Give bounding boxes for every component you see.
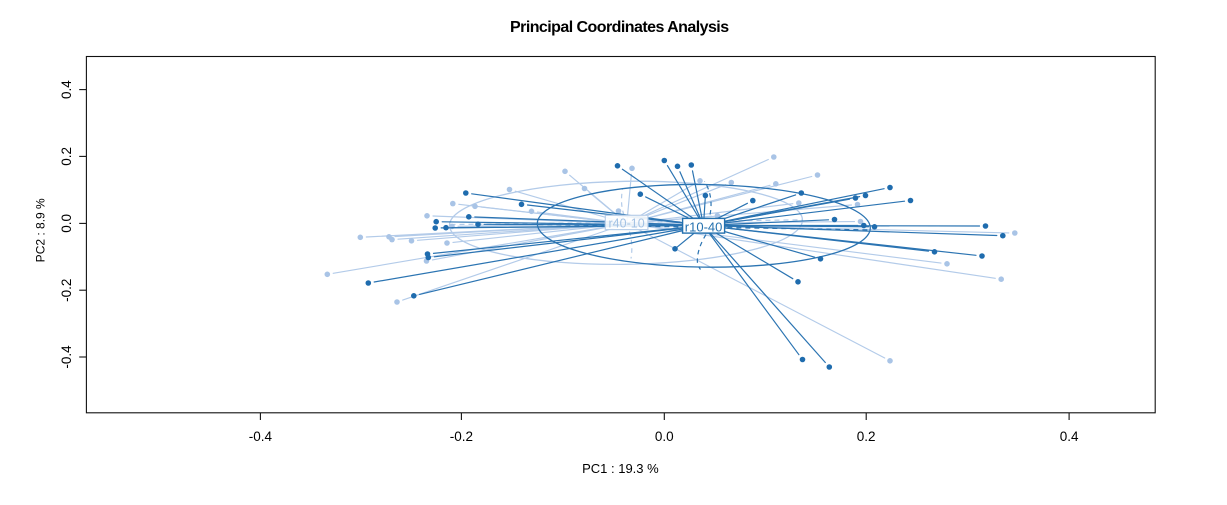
svg-text:r10-40: r10-40 [685,220,723,235]
svg-text:-0.2: -0.2 [59,279,74,302]
svg-text:0.2: 0.2 [59,147,74,166]
svg-text:0.4: 0.4 [1060,429,1079,444]
svg-text:0.2: 0.2 [857,429,876,444]
svg-text:0.0: 0.0 [59,214,74,233]
svg-text:0.0: 0.0 [655,429,674,444]
svg-text:r40-10: r40-10 [609,217,645,231]
svg-text:0.4: 0.4 [59,80,74,99]
svg-text:-0.4: -0.4 [249,429,273,444]
svg-text:PC2 : 8.9 %: PC2 : 8.9 % [34,198,48,262]
svg-text:-0.4: -0.4 [59,345,74,369]
svg-text:PC1 : 19.3 %: PC1 : 19.3 % [582,461,659,476]
svg-text:Principal Coordinates Analysis: Principal Coordinates Analysis [510,19,729,36]
svg-text:-0.2: -0.2 [450,429,473,444]
